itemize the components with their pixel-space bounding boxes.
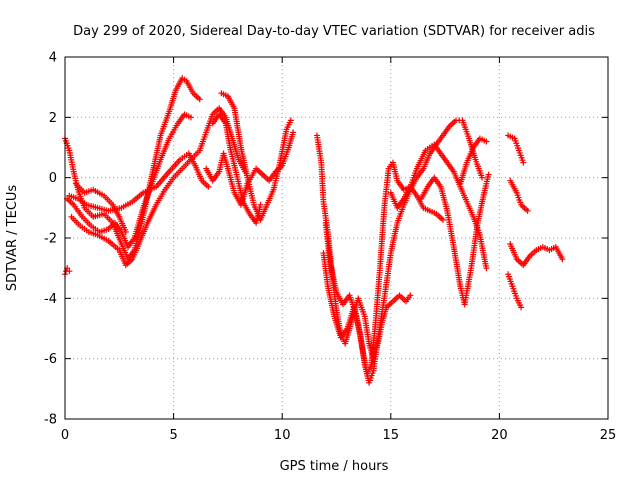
y-tick-label: -4 bbox=[44, 292, 57, 307]
series-s7 bbox=[218, 90, 294, 223]
series-s16 bbox=[507, 177, 531, 214]
series-s5 bbox=[72, 180, 129, 235]
series-s14 bbox=[457, 135, 490, 187]
data-point bbox=[287, 117, 294, 124]
data-point bbox=[559, 256, 566, 263]
x-axis-label: GPS time / hours bbox=[280, 459, 389, 474]
x-tick-label: 25 bbox=[600, 428, 617, 443]
data-point bbox=[520, 159, 527, 166]
data-point bbox=[483, 265, 490, 272]
data-point bbox=[407, 292, 414, 299]
data-point bbox=[66, 268, 73, 275]
y-tick-label: -6 bbox=[44, 352, 57, 367]
data-point bbox=[483, 138, 490, 145]
data-point bbox=[524, 207, 531, 214]
series-s11 bbox=[322, 159, 446, 377]
data-point bbox=[196, 96, 203, 103]
y-tick-label: 0 bbox=[49, 171, 57, 186]
data-points bbox=[62, 75, 566, 386]
axis-ticks: 0 5 10 15 20 25 -8 -6 -4 -2 0 2 4 bbox=[44, 51, 616, 444]
y-tick-label: -8 bbox=[44, 413, 57, 428]
series-s17 bbox=[505, 271, 525, 311]
data-point bbox=[518, 304, 525, 311]
series-s19 bbox=[62, 265, 73, 278]
data-point bbox=[122, 228, 129, 235]
series-s1 bbox=[62, 75, 203, 263]
y-tick-label: 4 bbox=[49, 51, 57, 66]
data-point bbox=[439, 216, 446, 223]
x-tick-label: 0 bbox=[61, 428, 69, 443]
y-tick-label: -2 bbox=[44, 232, 57, 247]
x-tick-label: 20 bbox=[491, 428, 508, 443]
x-tick-label: 5 bbox=[169, 428, 177, 443]
data-point bbox=[205, 183, 212, 190]
plot-frame bbox=[64, 56, 609, 420]
y-tick-label: 2 bbox=[49, 111, 57, 126]
data-point bbox=[257, 201, 264, 208]
data-point bbox=[479, 174, 486, 181]
chart-title: Day 299 of 2020, Sidereal Day-to-day VTE… bbox=[73, 24, 595, 39]
data-point bbox=[485, 171, 492, 178]
series-s15 bbox=[505, 132, 527, 166]
x-tick-label: 15 bbox=[383, 428, 400, 443]
series-s13 bbox=[418, 171, 492, 308]
data-point bbox=[187, 114, 194, 121]
series-s2 bbox=[64, 111, 194, 251]
x-tick-label: 10 bbox=[274, 428, 291, 443]
y-axis-label: SDTVAR / TECUs bbox=[5, 185, 20, 292]
series-s18 bbox=[507, 241, 566, 269]
grid-lines bbox=[65, 57, 608, 419]
series-s8 bbox=[209, 111, 264, 226]
data-point bbox=[290, 129, 297, 136]
